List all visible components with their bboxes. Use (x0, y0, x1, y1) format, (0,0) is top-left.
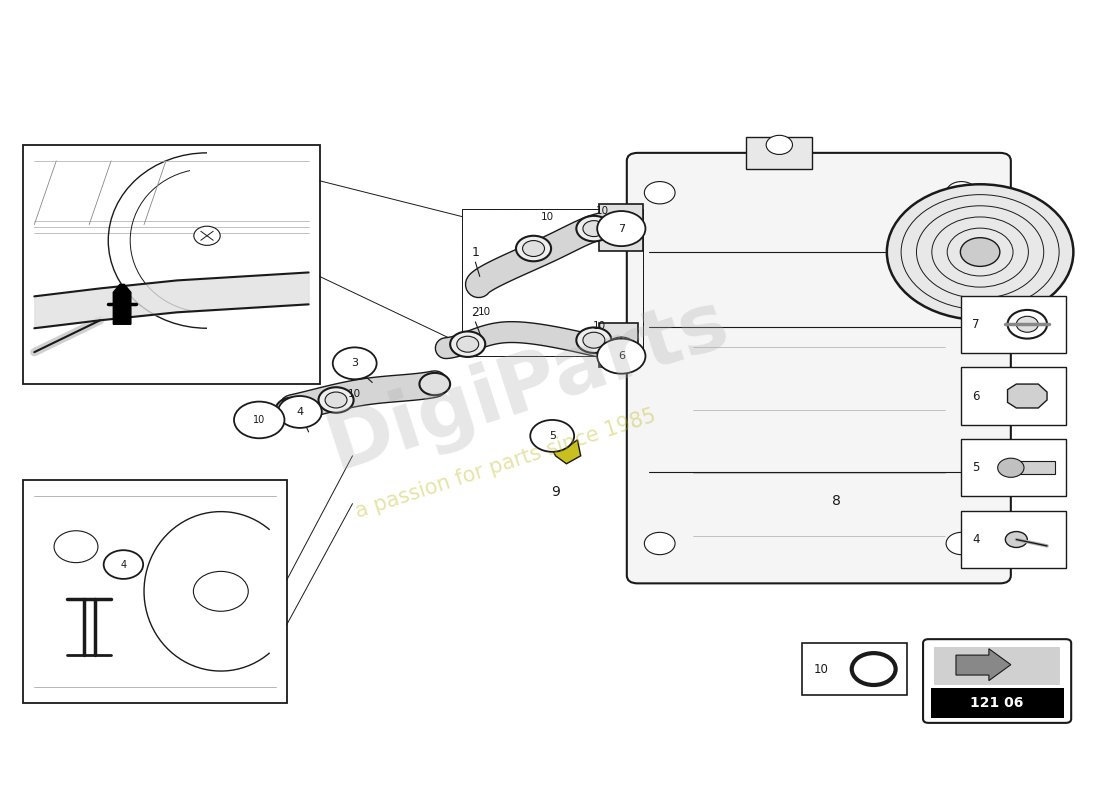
Circle shape (456, 336, 478, 352)
FancyBboxPatch shape (802, 643, 906, 695)
Circle shape (276, 398, 309, 422)
Circle shape (597, 338, 646, 374)
Polygon shape (113, 285, 131, 324)
Circle shape (54, 530, 98, 562)
Text: 121 06: 121 06 (970, 696, 1024, 710)
Text: 9: 9 (551, 485, 560, 498)
Text: 7: 7 (972, 318, 980, 330)
Text: 8: 8 (833, 494, 842, 508)
Text: 7: 7 (618, 223, 625, 234)
Circle shape (576, 216, 612, 242)
Circle shape (450, 331, 485, 357)
Text: 5: 5 (972, 462, 980, 474)
Text: 10: 10 (593, 321, 606, 331)
Circle shape (851, 653, 895, 685)
Text: 6: 6 (618, 351, 625, 361)
Text: 10: 10 (348, 390, 361, 399)
FancyBboxPatch shape (23, 145, 320, 384)
Circle shape (932, 217, 1028, 287)
Circle shape (947, 228, 1013, 276)
Circle shape (767, 135, 792, 154)
Text: 10: 10 (477, 307, 491, 318)
Circle shape (419, 373, 450, 395)
Circle shape (530, 420, 574, 452)
Circle shape (234, 402, 285, 438)
FancyBboxPatch shape (600, 203, 643, 251)
Text: 10: 10 (813, 662, 828, 675)
FancyBboxPatch shape (923, 639, 1071, 723)
Text: 10: 10 (596, 206, 609, 216)
Circle shape (645, 532, 675, 554)
Circle shape (278, 396, 322, 428)
Text: 10: 10 (541, 212, 554, 222)
Text: 2: 2 (472, 306, 480, 319)
Circle shape (576, 327, 612, 353)
Circle shape (522, 241, 544, 257)
Circle shape (516, 236, 551, 262)
FancyBboxPatch shape (961, 295, 1066, 353)
Circle shape (1016, 316, 1038, 332)
Circle shape (332, 347, 376, 379)
Circle shape (946, 182, 977, 204)
Circle shape (916, 206, 1044, 298)
Text: DigiParts: DigiParts (318, 282, 739, 486)
Circle shape (901, 194, 1059, 310)
Text: 1: 1 (472, 246, 480, 259)
Circle shape (946, 532, 977, 554)
FancyBboxPatch shape (600, 323, 638, 367)
Circle shape (103, 550, 143, 579)
FancyBboxPatch shape (931, 688, 1064, 718)
Circle shape (194, 226, 220, 246)
FancyBboxPatch shape (627, 153, 1011, 583)
FancyBboxPatch shape (747, 137, 812, 169)
Circle shape (194, 571, 249, 611)
FancyBboxPatch shape (1011, 462, 1055, 474)
Text: 4: 4 (120, 559, 127, 570)
FancyBboxPatch shape (961, 367, 1066, 425)
FancyBboxPatch shape (934, 647, 1060, 686)
Circle shape (583, 332, 605, 348)
Text: 4: 4 (972, 533, 980, 546)
Circle shape (583, 221, 605, 237)
Circle shape (998, 458, 1024, 478)
Text: 5: 5 (549, 431, 556, 441)
Text: 6: 6 (972, 390, 980, 402)
Circle shape (645, 182, 675, 204)
Polygon shape (956, 649, 1011, 681)
Text: 4: 4 (296, 407, 304, 417)
Circle shape (597, 211, 646, 246)
Text: 3: 3 (351, 358, 359, 368)
Circle shape (1008, 310, 1047, 338)
Circle shape (887, 184, 1074, 320)
Circle shape (605, 215, 638, 239)
Circle shape (607, 337, 636, 358)
FancyBboxPatch shape (961, 439, 1066, 497)
FancyBboxPatch shape (23, 480, 287, 703)
Circle shape (1005, 531, 1027, 547)
Circle shape (326, 392, 346, 408)
Text: 10: 10 (253, 415, 265, 425)
Polygon shape (548, 440, 581, 464)
Circle shape (319, 387, 353, 413)
Text: a passion for parts since 1985: a passion for parts since 1985 (353, 406, 659, 522)
Circle shape (960, 238, 1000, 266)
FancyBboxPatch shape (961, 511, 1066, 568)
Polygon shape (1008, 384, 1047, 408)
